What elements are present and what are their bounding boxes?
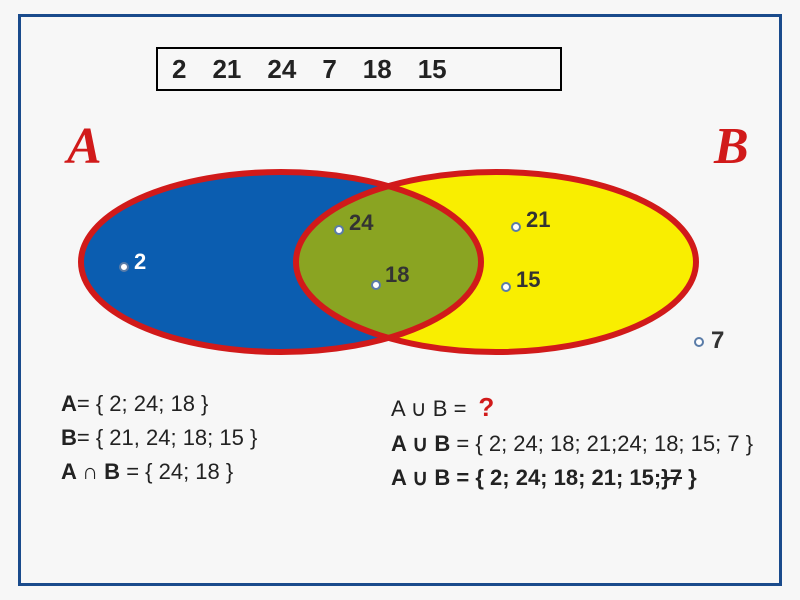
formula-b: B= { 21, 24; 18; 15 } — [61, 421, 391, 455]
formula-b-tail: = { 21, 24; 18; 15 } — [77, 425, 257, 450]
question-mark: ? — [478, 392, 494, 422]
formula-union-final: A ∪ B = { 2; 24; 18; 21; 15;}7 } — [391, 461, 781, 495]
ubox-n0: 2 — [172, 54, 186, 85]
union-q-lhs: A ∪ B = — [391, 396, 466, 421]
union-long-tail: = { 2; 24; 18; 21;24; 18; 15; 7 } — [450, 431, 753, 456]
formulas-col2: A ∪ B =? A ∪ B = { 2; 24; 18; 21;24; 18;… — [391, 387, 781, 495]
formula-int-tail: = { 24; 18 } — [120, 459, 233, 484]
formula-intersection: A ∩ B = { 24; 18 } — [61, 455, 391, 489]
marker-label-7: 7 — [711, 327, 724, 355]
union-strike: }7 — [661, 465, 682, 490]
ubox-n1: 21 — [212, 54, 241, 85]
marker-2 — [119, 262, 129, 272]
marker-15 — [501, 282, 511, 292]
outer-frame: 2 21 24 7 18 15 A B 2 24 18 21 15 — [18, 14, 782, 586]
ubox-n5: 15 — [418, 54, 447, 85]
union-final-tail: } — [682, 465, 697, 490]
marker-24 — [334, 225, 344, 235]
universe-box: 2 21 24 7 18 15 — [156, 47, 562, 91]
formula-union-long: A ∪ B = { 2; 24; 18; 21;24; 18; 15; 7 } — [391, 427, 781, 461]
formula-union-q: A ∪ B =? — [391, 387, 781, 427]
marker-label-18: 18 — [385, 262, 409, 288]
marker-21 — [511, 222, 521, 232]
ubox-n2: 24 — [267, 54, 296, 85]
ubox-n3: 7 — [322, 54, 336, 85]
formula-a: A= { 2; 24; 18 } — [61, 387, 391, 421]
union-final-lhs: A ∪ B = { 2; 24; 18; 21; 15; — [391, 465, 661, 490]
marker-label-24: 24 — [349, 210, 373, 236]
marker-7 — [694, 337, 704, 347]
venn-diagram: 2 24 18 21 15 — [71, 167, 711, 367]
marker-label-21: 21 — [526, 207, 550, 233]
marker-label-15: 15 — [516, 267, 540, 293]
marker-label-2: 2 — [134, 249, 146, 275]
ubox-n4: 18 — [363, 54, 392, 85]
formulas-col1: A= { 2; 24; 18 } B= { 21, 24; 18; 15 } A… — [61, 387, 391, 489]
set-b-label: B — [714, 117, 749, 176]
formula-a-tail: = { 2; 24; 18 } — [77, 391, 209, 416]
marker-18 — [371, 280, 381, 290]
